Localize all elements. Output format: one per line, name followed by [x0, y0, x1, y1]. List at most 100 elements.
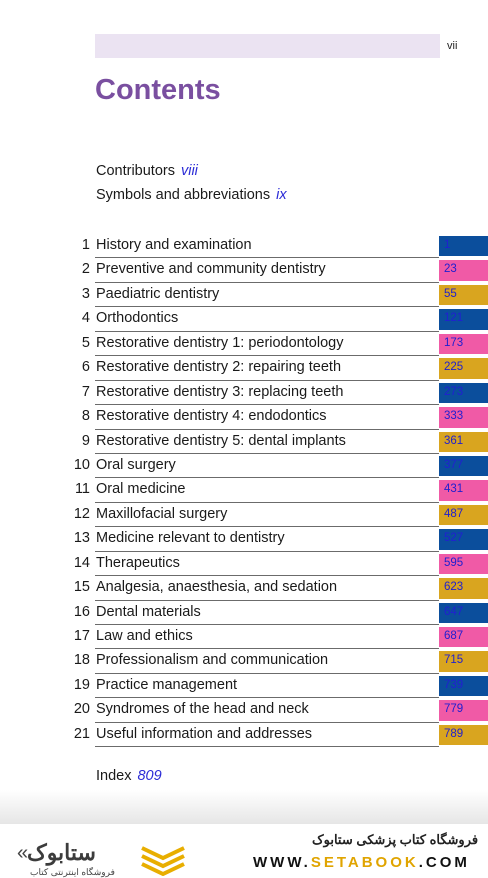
chapter-row[interactable]: 20 Syndromes of the head and neck 779	[0, 698, 488, 723]
chapter-page-tab[interactable]: 377	[439, 455, 488, 477]
chapter-number: 16	[73, 603, 90, 620]
chapter-row[interactable]: 13 Medicine relevant to dentistry 527	[0, 527, 488, 552]
chapter-title[interactable]: History and examination	[96, 237, 252, 253]
chapter-row[interactable]: 9 Restorative dentistry 5: dental implant…	[0, 430, 488, 454]
chapter-row[interactable]: 3 Paediatric dentistry 55	[0, 283, 488, 308]
chapter-number: 17	[73, 628, 90, 644]
chapter-page-tab[interactable]: 1	[439, 236, 488, 257]
chapter-title[interactable]: Oral surgery	[96, 456, 176, 473]
chapter-row[interactable]: 6 Restorative dentistry 2: repairing teet…	[0, 356, 488, 381]
chapter-title[interactable]: Analgesia, anaesthesia, and sedation	[96, 579, 338, 596]
chapter-page-tab[interactable]: 55	[439, 284, 488, 306]
chapter-title[interactable]: Orthodontics	[96, 310, 179, 327]
chapter-row[interactable]: 16 Dental materials 647	[0, 601, 488, 625]
header-bar	[95, 34, 440, 58]
chapter-title[interactable]: Practice management	[96, 676, 238, 693]
chapter-title[interactable]: Syndromes of the head and neck	[96, 701, 309, 718]
chapter-page-tab[interactable]: 23	[439, 260, 488, 281]
row-divider	[95, 575, 439, 577]
chapter-row[interactable]: 12 Maxillofacial surgery 487	[0, 503, 488, 528]
chapter-title[interactable]: Useful information and addresses	[96, 725, 313, 742]
row-divider	[95, 501, 439, 503]
chapter-title[interactable]: Oral medicine	[96, 481, 186, 498]
chapter-number: 11	[74, 481, 90, 498]
chapter-number: 18	[73, 652, 90, 669]
chapter-title[interactable]: Paediatric dentistry	[96, 285, 220, 302]
chapter-title[interactable]: Therapeutics	[96, 554, 180, 571]
url-prefix: WWW.	[253, 854, 311, 871]
chapter-row[interactable]: 2 Preventive and community dentistry 23	[0, 258, 488, 283]
chapter-number: 10	[73, 456, 90, 473]
chapter-page-tab[interactable]: 527	[439, 529, 488, 550]
chapter-page-number: 739	[444, 678, 464, 691]
chapter-title[interactable]: Preventive and community dentistry	[96, 261, 326, 278]
front-matter-symbols[interactable]: Symbols and abbreviations ix	[96, 187, 287, 203]
row-divider	[95, 379, 439, 381]
chapter-title[interactable]: Restorative dentistry 3: replacing teeth	[96, 383, 344, 400]
row-divider	[95, 477, 439, 479]
row-divider	[95, 452, 439, 454]
store-url[interactable]: WWW.SETABOOK.COM	[253, 854, 470, 871]
front-matter-label: Symbols and abbreviations	[96, 187, 271, 203]
chapter-row[interactable]: 14 Therapeutics 595	[0, 552, 488, 577]
front-matter-page[interactable]: ix	[276, 187, 287, 203]
chapter-title[interactable]: Medicine relevant to dentistry	[96, 530, 285, 547]
book-stack-logo-icon	[141, 846, 185, 876]
row-divider	[95, 624, 439, 625]
chapter-row[interactable]: 4 Orthodontics 121	[0, 307, 488, 332]
chapter-page-number: 23	[444, 263, 457, 276]
chapter-row[interactable]: 8 Restorative dentistry 4: endodontics 333	[0, 405, 488, 430]
chapter-page-tab[interactable]: 623	[439, 578, 488, 599]
index-page[interactable]: 809	[137, 768, 162, 784]
chapter-page-tab[interactable]: 647	[439, 602, 488, 623]
chapter-row[interactable]: 7 Restorative dentistry 3: replacing teet…	[0, 381, 488, 406]
chapter-page-tab[interactable]: 789	[439, 724, 488, 746]
chapter-page-tab[interactable]: 431	[439, 480, 488, 501]
chapter-page-tab[interactable]: 173	[439, 333, 488, 355]
row-divider	[95, 746, 439, 748]
chapter-row[interactable]: 19 Practice management 739	[0, 674, 488, 699]
chapter-number: 13	[73, 530, 90, 547]
front-matter-label: Contributors	[96, 163, 175, 179]
brand-name: ستابوک	[27, 840, 96, 865]
chapter-page-tab[interactable]: 715	[439, 651, 488, 672]
chapter-title[interactable]: Professionalism and communication	[96, 652, 329, 669]
chapter-page-tab[interactable]: 225	[439, 358, 488, 379]
chapter-row[interactable]: 10 Oral surgery 377	[0, 454, 488, 479]
chapter-page-tab[interactable]: 121	[439, 309, 488, 330]
chapter-title[interactable]: Restorative dentistry 5: dental implants	[96, 432, 346, 449]
chapter-page-number: 687	[444, 630, 464, 642]
chapter-page-tab[interactable]: 361	[439, 431, 488, 452]
chapter-page-tab[interactable]: 333	[439, 407, 488, 428]
chapter-page-tab[interactable]: 739	[439, 675, 488, 697]
chapter-title[interactable]: Maxillofacial surgery	[96, 505, 228, 522]
chapter-row[interactable]: 1 History and examination 1	[0, 234, 488, 259]
chapter-row[interactable]: 18 Professionalism and communication 715	[0, 649, 488, 674]
index-entry[interactable]: Index 809	[96, 768, 162, 784]
chapter-row[interactable]: 15 Analgesia, anaesthesia, and sedation 62…	[0, 576, 488, 601]
chapter-page-number: 273	[444, 385, 464, 398]
chapter-title[interactable]: Dental materials	[96, 603, 201, 620]
chapter-number: 19	[73, 676, 90, 693]
chapter-row[interactable]: 17 Law and ethics 687	[0, 625, 488, 650]
chapter-page-tab[interactable]: 779	[439, 700, 488, 721]
chapter-title[interactable]: Restorative dentistry 1: periodontology	[96, 334, 344, 351]
chapter-page-tab[interactable]: 687	[439, 627, 488, 648]
chapter-page-tab[interactable]: 595	[439, 553, 488, 575]
front-matter-contributors[interactable]: Contributors viii	[96, 163, 198, 179]
chapter-number: 8	[81, 408, 90, 425]
chapter-page-number: 333	[444, 410, 464, 423]
chapter-page-tab[interactable]: 487	[439, 504, 488, 526]
chapter-title[interactable]: Law and ethics	[96, 628, 193, 644]
chapter-row[interactable]: 21 Useful information and addresses 789	[0, 723, 488, 748]
chapter-page-number: 527	[444, 532, 464, 545]
row-divider	[95, 428, 439, 430]
row-divider	[95, 404, 439, 406]
chapter-page-tab[interactable]: 273	[439, 382, 488, 404]
chapter-title[interactable]: Restorative dentistry 4: endodontics	[96, 408, 327, 425]
chapter-title[interactable]: Restorative dentistry 2: repairing teeth	[96, 359, 342, 376]
front-matter-page[interactable]: viii	[180, 163, 198, 179]
chapter-row[interactable]: 11 Oral medicine 431	[0, 478, 488, 503]
chapter-row[interactable]: 5 Restorative dentistry 1: periodontology…	[0, 332, 488, 357]
chapter-page-number: 361	[444, 434, 464, 447]
